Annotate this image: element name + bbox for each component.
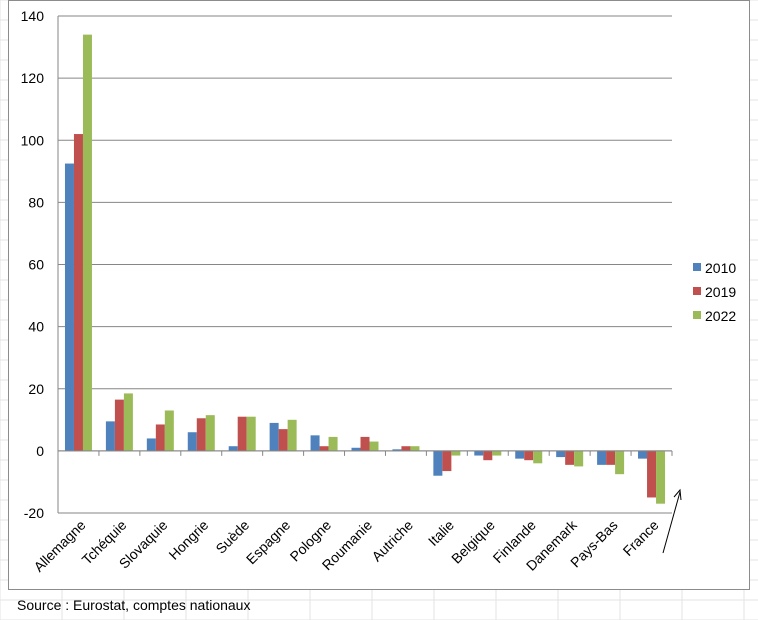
bar-2010-finlande bbox=[515, 450, 525, 459]
bar-2022-slovaquie bbox=[164, 410, 174, 451]
legend-label-2010: 2010 bbox=[705, 260, 736, 276]
bar-2022-france bbox=[656, 450, 666, 504]
bars bbox=[64, 34, 666, 504]
bar-2010-roumanie bbox=[351, 447, 361, 451]
bar-2010-france bbox=[638, 450, 648, 459]
axes bbox=[57, 16, 673, 513]
chart-area[interactable] bbox=[8, 0, 750, 590]
bar-2019-france bbox=[647, 450, 657, 498]
bar-2019-italie bbox=[442, 450, 452, 472]
bar-2019-slovaquie bbox=[155, 424, 165, 451]
bar-2010-allemagne bbox=[64, 163, 74, 451]
bar-2022-espagne bbox=[287, 419, 297, 451]
bar-2019-suède bbox=[237, 416, 247, 451]
annotation-arrow bbox=[662, 488, 682, 554]
bar-2010-italie bbox=[433, 450, 443, 476]
bar-2019-finlande bbox=[524, 450, 534, 461]
x-tick-label: Autriche bbox=[368, 517, 416, 565]
bar-2019-tchéquie bbox=[114, 399, 124, 451]
y-tick-label: 0 bbox=[36, 443, 44, 459]
bar-2022-allemagne bbox=[82, 34, 92, 451]
bar-2019-pays-bas bbox=[606, 450, 616, 465]
source-note: Source : Eurostat, comptes nationaux bbox=[17, 597, 251, 613]
bar-2022-belgique bbox=[492, 450, 502, 456]
bar-2010-belgique bbox=[474, 450, 484, 456]
bar-2019-allemagne bbox=[73, 134, 83, 451]
bar-2022-hongrie bbox=[205, 415, 215, 451]
legend: 2010 2019 2022 bbox=[693, 260, 736, 324]
legend-swatch-2022 bbox=[693, 311, 701, 319]
y-tick-label: 60 bbox=[28, 257, 44, 273]
bar-2019-hongrie bbox=[196, 418, 206, 451]
bar-2010-pays-bas bbox=[597, 450, 607, 465]
bar-2019-roumanie bbox=[360, 436, 370, 451]
y-tick-label: 20 bbox=[28, 381, 44, 397]
legend-swatch-2019 bbox=[693, 287, 701, 295]
x-tick-label: Italie bbox=[425, 517, 457, 549]
y-tick-label: 120 bbox=[21, 70, 45, 86]
bar-2022-tchéquie bbox=[123, 393, 133, 451]
x-tick-label: France bbox=[620, 517, 662, 559]
bar-2010-pologne bbox=[310, 435, 320, 451]
bar-2022-finlande bbox=[533, 450, 543, 464]
bar-2010-slovaquie bbox=[146, 438, 156, 451]
legend-label-2022: 2022 bbox=[705, 308, 736, 324]
bar-2019-belgique bbox=[483, 450, 493, 461]
bar-2019-pologne bbox=[319, 446, 329, 451]
bar-2022-roumanie bbox=[369, 441, 379, 451]
bar-2022-suède bbox=[246, 416, 256, 451]
bar-2022-pologne bbox=[328, 436, 338, 451]
bar-2010-tchéquie bbox=[105, 421, 115, 451]
bar-2022-autriche bbox=[410, 446, 420, 451]
y-tick-label: 80 bbox=[28, 194, 44, 210]
bar-2010-danemark bbox=[556, 450, 566, 458]
bar-2022-pays-bas bbox=[615, 450, 625, 475]
bar-2010-hongrie bbox=[187, 432, 197, 451]
y-tick-label: 140 bbox=[21, 8, 45, 24]
tick-labels: 140120100806040200-20AllemagneTchéquieSl… bbox=[21, 8, 662, 575]
x-tick-label: Espagne bbox=[243, 517, 294, 568]
x-tick-label: Allemagne bbox=[30, 517, 88, 575]
bar-2019-danemark bbox=[565, 450, 575, 465]
x-tick-label: Hongrie bbox=[165, 517, 211, 563]
bar-2010-autriche bbox=[392, 449, 402, 451]
y-tick-label: -20 bbox=[24, 505, 44, 521]
bar-2019-autriche bbox=[401, 446, 411, 451]
legend-swatch-2010 bbox=[693, 263, 701, 271]
bar-2010-suède bbox=[228, 446, 238, 451]
y-tick-label: 100 bbox=[21, 132, 45, 148]
bar-2022-danemark bbox=[574, 450, 584, 467]
x-tick-label: Suède bbox=[212, 517, 252, 557]
bar-2022-italie bbox=[451, 450, 461, 456]
x-tick-label: Belgique bbox=[448, 517, 498, 567]
legend-label-2019: 2019 bbox=[705, 284, 736, 300]
bar-2019-espagne bbox=[278, 429, 288, 451]
y-tick-label: 40 bbox=[28, 319, 44, 335]
bar-2010-espagne bbox=[269, 422, 279, 451]
